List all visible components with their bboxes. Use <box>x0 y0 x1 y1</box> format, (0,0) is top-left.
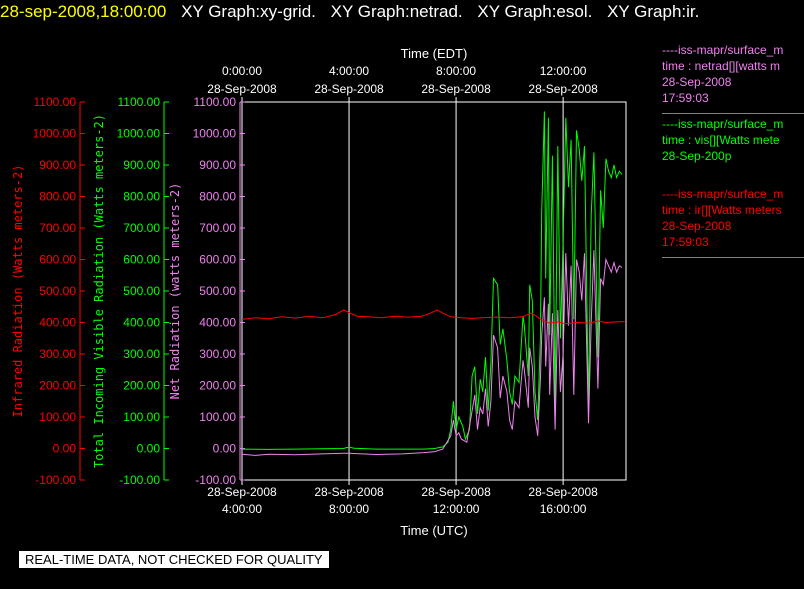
series-net-radiation <box>241 250 623 456</box>
legend-ir-time: 17:59:03 <box>662 235 709 249</box>
y-tick-label: 200.00 <box>39 379 76 393</box>
y-tick-label: 100.00 <box>123 410 160 424</box>
y-tick-label: 700.00 <box>39 221 76 235</box>
timestamp: 28-sep-2008,18:00:00 <box>0 2 167 21</box>
top-tick-label-time: 12:00:00 <box>540 64 587 78</box>
y-tick-label: 200.00 <box>123 379 160 393</box>
top-tick-label-date: 28-Sep-2008 <box>528 82 598 96</box>
y-tick-label: 700.00 <box>199 221 236 235</box>
y-tick-label: 0.00 <box>137 442 161 456</box>
series-infrared-radiation <box>241 309 625 325</box>
y-tick-label: 900.00 <box>123 158 160 172</box>
y-tick-label: 1100.00 <box>34 95 77 109</box>
legend-vis-var: time : vis[][Watts mete <box>662 133 780 147</box>
x-tick-label-date: 28-Sep-2008 <box>421 485 491 499</box>
top-tick-label-date: 28-Sep-2008 <box>314 82 384 96</box>
y-axis-label-visible: Total Incoming Visible Radiation (Watts … <box>92 114 106 468</box>
legend-netrad-time: 17:59:03 <box>662 91 709 105</box>
y-tick-label: -100.00 <box>119 473 160 487</box>
y-tick-label: 300.00 <box>199 347 236 361</box>
y-tick-label: 100.00 <box>199 410 236 424</box>
x-tick-label-time: 4:00:00 <box>222 502 262 516</box>
legend-ir-var: time : ir[][Watts meters <box>662 203 782 217</box>
y-tick-label: 1000.00 <box>33 127 77 141</box>
x-tick-label-time: 12:00:00 <box>433 502 480 516</box>
x-tick-label-date: 28-Sep-2008 <box>207 485 277 499</box>
plot-frame <box>241 101 627 481</box>
title-bar: 28-sep-2008,18:00:00 XY Graph:xy-grid. X… <box>0 0 699 24</box>
top-tick-label-time: 8:00:00 <box>436 64 476 78</box>
graph-title-xy-grid: XY Graph:xy-grid. <box>181 2 316 21</box>
x-tick-label-date: 28-Sep-2008 <box>528 485 598 499</box>
y-tick-label: 0.00 <box>53 442 77 456</box>
top-tick-label-time: 4:00:00 <box>329 64 369 78</box>
y-tick-label: 300.00 <box>123 347 160 361</box>
graph-title-esol: XY Graph:esol. <box>477 2 593 21</box>
y-tick-label: 400.00 <box>39 316 76 330</box>
y-axis-label-net: Net Radiation (watts meters-2) <box>168 183 182 400</box>
y-tick-label: 400.00 <box>123 316 160 330</box>
legend-vis: ----iss-mapr/surface_m time : vis[][Watt… <box>662 116 804 174</box>
y-axis-label-infrared: Infrared Radiation (Watts meters-2) <box>11 165 25 418</box>
legend-netrad: ----iss-mapr/surface_m time : netrad[][w… <box>662 42 804 114</box>
x-tick-label-date: 28-Sep-2008 <box>314 485 384 499</box>
y-tick-label: 600.00 <box>199 253 236 267</box>
y-tick-label: 800.00 <box>39 190 76 204</box>
legend-netrad-source: ----iss-mapr/surface_m <box>662 43 784 57</box>
y-tick-label: 300.00 <box>39 347 76 361</box>
legend-ir: ----iss-mapr/surface_m time : ir[][Watts… <box>662 186 804 258</box>
x-axis-label-edt: Time (EDT) <box>401 46 468 61</box>
y-tick-label: 1100.00 <box>118 95 161 109</box>
x-axis-label-utc: Time (UTC) <box>400 523 467 538</box>
x-tick-label-time: 16:00:00 <box>540 502 587 516</box>
y-tick-label: -100.00 <box>35 473 76 487</box>
y-tick-label: 700.00 <box>123 221 160 235</box>
y-tick-label: 200.00 <box>199 379 236 393</box>
y-tick-label: 500.00 <box>199 284 236 298</box>
y-tick-label: 500.00 <box>39 284 76 298</box>
y-tick-label: 900.00 <box>199 158 236 172</box>
y-tick-label: 1000.00 <box>193 127 237 141</box>
legend-ir-date: 28-Sep-2008 <box>662 219 732 233</box>
y-tick-label: 900.00 <box>39 158 76 172</box>
y-tick-label: 600.00 <box>123 253 160 267</box>
top-tick-label-time: 0:00:00 <box>222 64 262 78</box>
x-tick-label-time: 8:00:00 <box>329 502 369 516</box>
top-tick-label-date: 28-Sep-2008 <box>421 82 491 96</box>
y-tick-label: 500.00 <box>123 284 160 298</box>
y-tick-label: 800.00 <box>199 190 236 204</box>
y-tick-label: 600.00 <box>39 253 76 267</box>
y-tick-label: -100.00 <box>195 473 236 487</box>
graph-title-netrad: XY Graph:netrad. <box>330 2 463 21</box>
legend-netrad-var: time : netrad[][watts m <box>662 59 781 73</box>
quality-disclaimer: REAL-TIME DATA, NOT CHECKED FOR QUALITY <box>19 551 329 568</box>
legend-vis-date: 28-Sep-200p <box>662 149 732 163</box>
legend-netrad-date: 28-Sep-2008 <box>662 75 732 89</box>
y-tick-label: 0.00 <box>213 442 237 456</box>
y-tick-label: 1100.00 <box>194 95 237 109</box>
y-tick-label: 400.00 <box>199 316 236 330</box>
top-tick-label-date: 28-Sep-2008 <box>207 82 277 96</box>
y-tick-label: 1000.00 <box>117 127 161 141</box>
y-tick-label: 800.00 <box>123 190 160 204</box>
y-tick-label: 100.00 <box>39 410 76 424</box>
legend-vis-source: ----iss-mapr/surface_m <box>662 117 784 131</box>
legend-ir-source: ----iss-mapr/surface_m <box>662 187 784 201</box>
graph-title-ir: XY Graph:ir. <box>607 2 700 21</box>
